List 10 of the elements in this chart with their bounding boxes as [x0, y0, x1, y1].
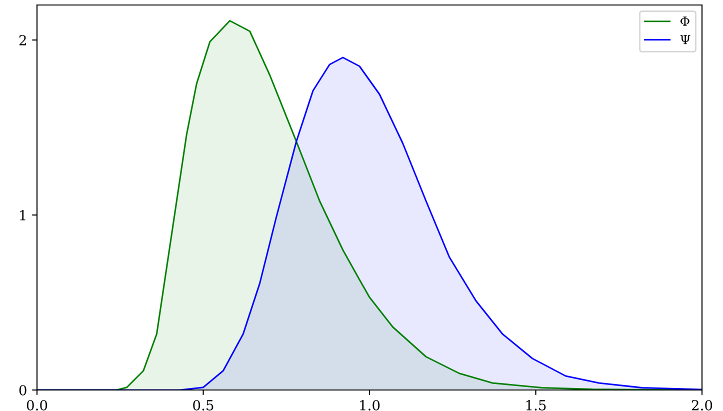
x-tick-label: 0.5	[193, 400, 214, 410]
x-tick-label: 1.0	[360, 400, 380, 410]
y-tick-label: 1	[20, 210, 26, 220]
legend-label: Ψ	[680, 34, 690, 44]
x-tick-label: 0.0	[26, 400, 48, 410]
y-tick-label: 2	[19, 34, 26, 46]
x-tick-label: 2.0	[692, 400, 712, 410]
y-tick-label: 0	[19, 384, 26, 396]
x-tick-label: 1.5	[526, 400, 546, 410]
legend-label: Φ	[680, 16, 690, 26]
